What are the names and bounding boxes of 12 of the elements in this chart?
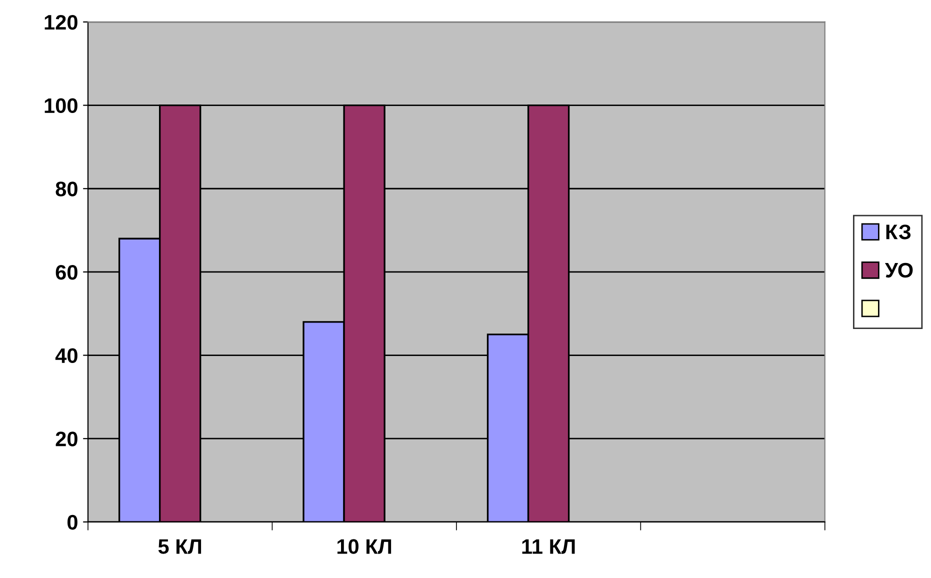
legend-label: КЗ — [886, 224, 911, 240]
legend-label: УО — [884, 262, 913, 278]
x-tick-label: 5 КЛ — [158, 539, 202, 554]
x-tick-label: 10 КЛ — [337, 539, 392, 554]
y-tick-label: 120 — [44, 14, 78, 30]
y-tick-label: 80 — [56, 182, 78, 196]
y-tick-label: 60 — [56, 264, 78, 280]
y-tick-label: 0 — [67, 514, 78, 530]
y-tick-label: 40 — [55, 348, 78, 364]
y-tick-label: 100 — [44, 98, 78, 114]
y-tick-label: 20 — [56, 432, 78, 446]
x-tick-label: 11 КЛ — [522, 539, 575, 554]
